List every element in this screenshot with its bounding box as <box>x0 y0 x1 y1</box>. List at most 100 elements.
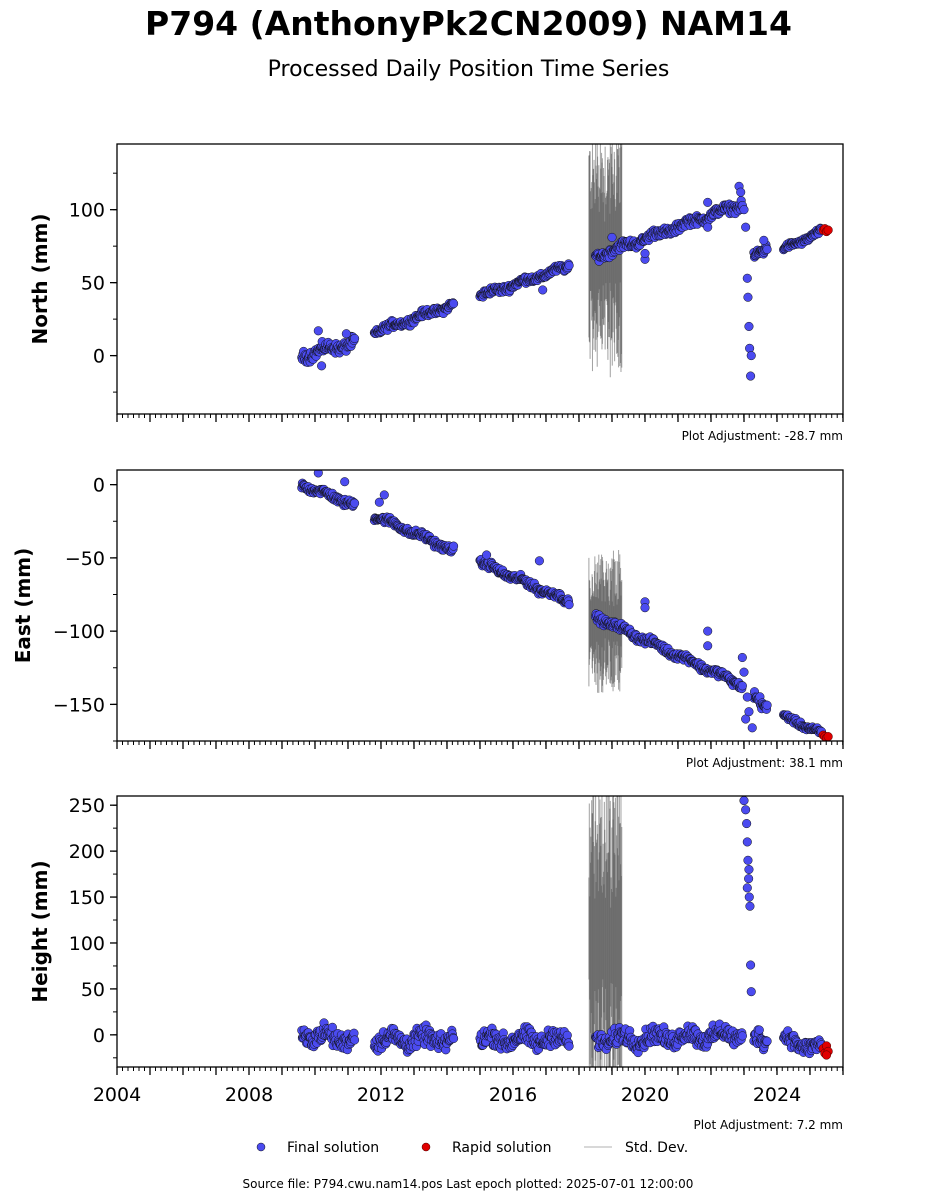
final-point <box>449 541 459 551</box>
final-point <box>744 707 754 717</box>
y-tick-label: 100 <box>69 933 105 955</box>
final-point <box>340 477 350 487</box>
final-point <box>744 892 754 902</box>
final-point <box>640 603 650 613</box>
x-tick-label: 2004 <box>93 1084 141 1106</box>
final-point <box>313 326 323 336</box>
final-point <box>742 273 752 283</box>
rapid-solution-points <box>818 224 833 237</box>
axes-frame <box>116 469 844 742</box>
final-solution-points <box>297 181 827 381</box>
x-tick-label: 2020 <box>621 1084 669 1106</box>
final-point <box>317 361 327 371</box>
x-tick-label: 2008 <box>225 1084 273 1106</box>
y-tick-label: 200 <box>69 841 105 863</box>
final-point <box>703 197 713 207</box>
plot-area <box>297 796 833 1067</box>
legend: Final solution Rapid solution Std. Dev. <box>256 1140 688 1156</box>
final-solution-points <box>297 796 827 1059</box>
final-point <box>744 864 754 875</box>
final-point <box>538 285 548 295</box>
final-point <box>741 805 751 815</box>
final-point <box>746 351 756 361</box>
final-point <box>742 692 752 702</box>
final-point <box>374 497 384 507</box>
final-point <box>737 681 747 691</box>
y-tick-label: 0 <box>93 346 105 368</box>
final-point <box>746 987 756 997</box>
rapid-solution-points <box>818 730 833 741</box>
final-point <box>737 652 747 663</box>
final-point <box>350 333 360 344</box>
y-tick-label: 0 <box>93 475 105 497</box>
legend-final-marker <box>256 1142 266 1152</box>
final-point <box>607 232 617 242</box>
final-point <box>737 1031 747 1041</box>
panel-3: 0 50 100 150 200 250 Height (mm) Plot Adjustmen… <box>28 795 844 1132</box>
chart-subtitle: Processed Daily Position Time Series <box>267 57 670 82</box>
final-point <box>741 222 751 232</box>
plot-area <box>297 470 833 741</box>
panel-1: 0 50 100 North (mm) Plot Adjustment: -28.7 m… <box>28 143 844 443</box>
final-point <box>564 600 574 610</box>
final-point <box>449 1033 459 1044</box>
final-point <box>744 874 754 884</box>
final-point <box>742 837 752 847</box>
final-point <box>743 855 753 865</box>
y-tick-label: 0 <box>93 1025 105 1047</box>
axes-frame <box>116 795 844 1068</box>
legend-rapid-marker <box>421 1142 431 1152</box>
final-point <box>313 470 323 478</box>
final-point <box>379 490 389 500</box>
plot-adjustment: Plot Adjustment: 38.1 mm <box>686 756 843 770</box>
final-point <box>739 667 749 677</box>
panel-2: 0 −50 −100 −150 East (mm) Plot Adjustment: 38… <box>11 469 844 770</box>
rapid-solution-points <box>818 1041 833 1060</box>
rapid-point <box>823 225 833 235</box>
y-tick-label: 100 <box>69 200 105 222</box>
rapid-point <box>823 732 833 741</box>
final-point <box>745 901 755 911</box>
chart-title: P794 (AnthonyPk2CN2009) NAM14 <box>145 4 792 43</box>
final-point <box>759 235 769 245</box>
final-point <box>742 819 752 829</box>
y-tick-label: −150 <box>53 694 105 716</box>
plot-adjustment: Plot Adjustment: -28.7 mm <box>682 429 843 443</box>
y-tick-label: −100 <box>53 621 105 643</box>
y-tick-label: 250 <box>69 795 105 817</box>
plot-area <box>297 144 833 381</box>
final-point <box>482 550 492 560</box>
y-tick-label: 150 <box>69 887 105 909</box>
final-point <box>350 498 360 508</box>
y-tick-label: 50 <box>81 979 105 1001</box>
final-point <box>742 883 752 893</box>
final-point <box>739 205 749 215</box>
final-point <box>762 700 772 710</box>
final-point <box>703 222 713 232</box>
final-point <box>534 556 544 566</box>
final-point <box>703 641 713 651</box>
final-solution-points <box>297 470 827 738</box>
y-tick-label: 50 <box>81 273 105 295</box>
final-point <box>350 1035 360 1045</box>
plot-adjustment: Plot Adjustment: 7.2 mm <box>694 1118 843 1132</box>
final-point <box>762 244 772 254</box>
final-point <box>762 1036 772 1046</box>
axes-frame <box>116 143 844 415</box>
y-axis-label: North (mm) <box>28 213 52 344</box>
final-point <box>562 1030 572 1040</box>
final-point <box>746 960 756 970</box>
legend-final-label: Final solution <box>287 1140 379 1156</box>
y-axis-label: East (mm) <box>11 548 35 664</box>
final-point <box>703 626 713 636</box>
x-tick-label: 2012 <box>357 1084 405 1106</box>
final-point <box>754 1025 764 1035</box>
final-point <box>747 723 757 733</box>
final-point <box>449 299 459 309</box>
final-point <box>640 248 650 259</box>
legend-rapid-label: Rapid solution <box>452 1140 552 1156</box>
source-footer: Source file: P794.cwu.nam14.pos Last epo… <box>243 1177 694 1191</box>
y-axis-label: Height (mm) <box>28 860 52 1002</box>
legend-stddev-label: Std. Dev. <box>625 1140 688 1156</box>
